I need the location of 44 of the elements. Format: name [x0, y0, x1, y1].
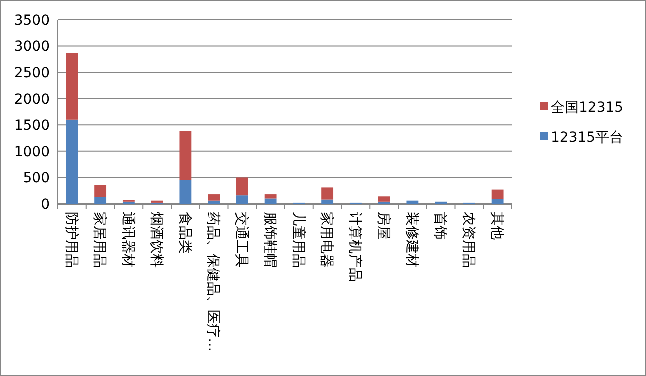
- bar: [492, 190, 504, 200]
- x-tick-label: 防护用品: [63, 212, 80, 268]
- y-tick-label: 1000: [14, 144, 50, 160]
- bar: [180, 180, 192, 204]
- y-tick-label: 2000: [14, 92, 50, 108]
- y-tick-label: 1500: [14, 118, 50, 134]
- legend-label: 全国12315: [551, 100, 624, 116]
- x-tick-label: 烟酒饮料: [148, 212, 164, 268]
- bar: [94, 185, 107, 198]
- legend-label: 12315平台: [551, 130, 624, 146]
- x-tick-label: 儿童用品: [290, 212, 306, 268]
- x-tick-label: 食品类: [176, 212, 193, 254]
- y-tick-label: 0: [41, 196, 50, 213]
- x-tick-label: 其他: [488, 212, 505, 240]
- bar: [208, 200, 220, 204]
- x-tick-label: 首饰: [432, 212, 448, 240]
- x-tick-label: 房屋: [375, 212, 392, 240]
- x-tick-label: 计算机产品: [347, 212, 364, 282]
- x-tick-label: 服饰鞋帽: [262, 212, 278, 268]
- bar: [322, 188, 334, 200]
- y-tick-label: 3000: [14, 39, 50, 56]
- bar: [208, 194, 220, 201]
- bar: [66, 120, 78, 204]
- bar: [236, 178, 248, 196]
- bar: [406, 200, 419, 204]
- y-tick-label: 500: [23, 170, 50, 187]
- bar: [264, 194, 277, 199]
- x-tick-label: 家居用品: [92, 212, 108, 268]
- bar: [236, 196, 248, 204]
- bar: [94, 197, 107, 204]
- x-tick-label: 通讯器材: [120, 212, 136, 268]
- x-tick-label: 装修建材: [404, 212, 420, 268]
- y-tick-label: 2500: [14, 65, 50, 82]
- bar: [322, 200, 334, 204]
- x-tick-label: 农资用品: [460, 212, 477, 268]
- bar: [264, 198, 277, 204]
- bar: [180, 131, 192, 180]
- bar: [378, 196, 390, 202]
- x-tick-label: 交通工具: [234, 212, 250, 268]
- bar: [492, 199, 504, 204]
- x-tick-label: 药品、保健品、医疗…: [205, 212, 222, 352]
- y-tick-label: 3500: [14, 12, 50, 29]
- bar: [66, 53, 78, 120]
- x-tick-label: 家用电器: [318, 212, 335, 268]
